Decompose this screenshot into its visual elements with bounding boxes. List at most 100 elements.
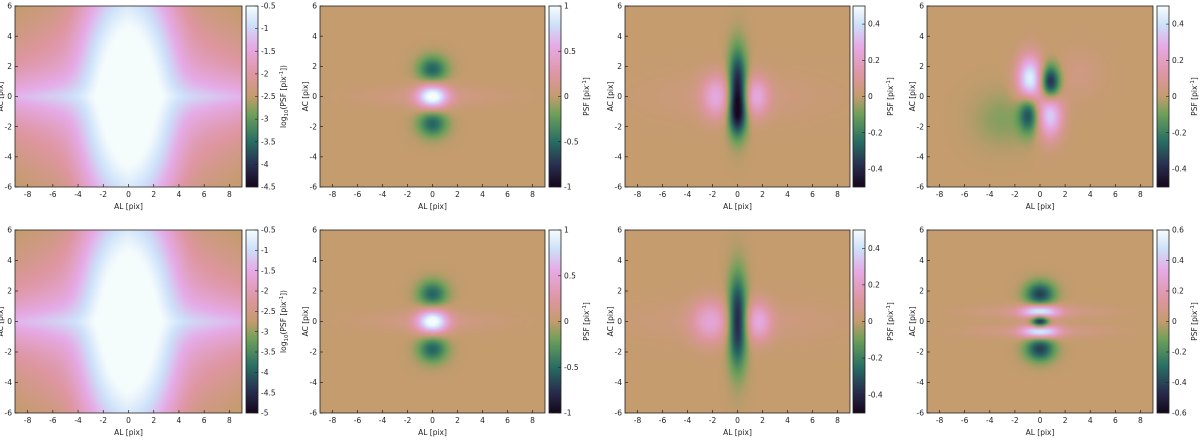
x-tick-label: -6 — [49, 190, 57, 199]
y-tick-label: 6 — [617, 226, 622, 235]
y-tick-label: -2 — [5, 122, 13, 131]
x-tick-label: -8 — [24, 190, 32, 199]
y-axis-label: AC [pix] — [908, 307, 917, 337]
colorbar-tick-label: -3 — [261, 327, 269, 336]
x-tick-label: -6 — [961, 190, 969, 199]
y-tick-label: 4 — [312, 256, 317, 265]
x-tick-label: 4 — [480, 190, 485, 199]
heatmap-image — [320, 230, 545, 413]
x-axis-label: AL [pix] — [1026, 428, 1055, 437]
x-axis-label: AL [pix] — [418, 202, 447, 211]
colorbar-tick-label: 0 — [868, 317, 873, 326]
colorbar-label-part: PSF [pix — [582, 85, 591, 116]
y-tick-label: 0 — [7, 92, 12, 101]
x-tick-label: 6 — [810, 190, 815, 199]
y-tick-label: -4 — [310, 378, 318, 387]
colorbar-tick-label: -1 — [564, 409, 572, 418]
x-tick-label: 4 — [177, 190, 182, 199]
panel-row1-col2: -8 -6 -4 -2 0 2 4 6 8 -6 -4 -2 0 2 4 6 AL [pix] AC [pix] -… — [301, 2, 591, 211]
heatmap-image — [15, 230, 242, 413]
y-tick-label: -2 — [615, 122, 623, 131]
colorbar-tick-label: -3.5 — [261, 348, 276, 357]
x-tick-label: -4 — [379, 190, 387, 199]
colorbar-label-part: ] — [582, 302, 591, 305]
y-tick-label: -4 — [5, 378, 13, 387]
colorbar-label-part: (PSF [pix — [279, 301, 288, 335]
colorbar-tick-label: 0.4 — [868, 244, 880, 253]
colorbar-label-part: ] — [886, 77, 895, 80]
colorbar-tick-label: -5 — [261, 409, 269, 418]
y-tick-label: -2 — [310, 122, 318, 131]
colorbar-tick-label: 0.2 — [1172, 287, 1184, 296]
colorbar-tick-label: 0.4 — [1172, 20, 1184, 29]
x-tick-label: -8 — [634, 416, 642, 425]
y-tick-label: 2 — [617, 62, 622, 71]
heatmap-image — [625, 230, 850, 413]
colorbar-label-part: -1 — [886, 80, 892, 85]
x-tick-label: -4 — [74, 416, 82, 425]
colorbar-label-part: PSF [pix — [886, 310, 895, 341]
y-tick-label: 6 — [617, 2, 622, 11]
x-tick-label: -6 — [354, 416, 362, 425]
y-tick-label: -6 — [310, 409, 318, 418]
x-tick-label: -2 — [404, 416, 412, 425]
y-axis-label: AC [pix] — [908, 82, 917, 112]
x-tick-label: 2 — [455, 416, 460, 425]
x-axis-label: AL [pix] — [1026, 202, 1055, 211]
colorbar-label: PSF [pix-1] — [582, 302, 591, 341]
y-tick-label: -6 — [615, 183, 623, 192]
x-tick-label: 0 — [126, 190, 131, 199]
colorbar-tick-label: 0.2 — [1172, 56, 1184, 65]
x-tick-label: 2 — [760, 416, 765, 425]
x-tick-label: 2 — [760, 190, 765, 199]
colorbar-tick-label: -3 — [261, 115, 269, 124]
colorbar-tick-label: -0.2 — [868, 354, 883, 363]
x-tick-label: -8 — [24, 416, 32, 425]
colorbar-tick-label: 0 — [564, 317, 569, 326]
x-tick-label: 4 — [1088, 190, 1093, 199]
y-axis-label: AC [pix] — [0, 82, 5, 112]
y-tick-label: 6 — [919, 2, 924, 11]
colorbar-label-part: -1 — [1190, 80, 1196, 85]
x-tick-label: -6 — [49, 416, 57, 425]
colorbar-tick-label: -2 — [261, 69, 269, 78]
x-tick-label: -2 — [404, 190, 412, 199]
x-tick-label: -6 — [961, 416, 969, 425]
y-tick-label: 0 — [919, 317, 924, 326]
colorbar-tick-label: 1 — [564, 2, 569, 11]
y-tick-label: -2 — [917, 122, 925, 131]
y-tick-label: 0 — [617, 317, 622, 326]
x-tick-label: -4 — [74, 190, 82, 199]
colorbar-tick-label: -2.5 — [261, 92, 276, 101]
y-tick-label: -4 — [615, 378, 623, 387]
colorbar-tick-label: 0 — [1172, 317, 1177, 326]
x-tick-label: 6 — [810, 416, 815, 425]
y-axis-label: AC [pix] — [606, 82, 615, 112]
panel-row2-col1: -8 -6 -4 -2 0 2 4 6 8 -6 -4 -2 0 2 4 6 AL [pix] AC [pix] -… — [0, 226, 290, 437]
colorbar — [1157, 230, 1169, 413]
colorbar-label-part: -1 — [886, 305, 892, 310]
y-tick-label: 4 — [919, 256, 924, 265]
y-tick-label: 4 — [312, 32, 317, 41]
x-tick-label: 0 — [126, 416, 131, 425]
x-tick-label: 4 — [480, 416, 485, 425]
x-tick-label: 0 — [735, 190, 740, 199]
x-tick-label: 4 — [1088, 416, 1093, 425]
x-tick-label: 2 — [151, 190, 156, 199]
x-tick-label: 2 — [151, 416, 156, 425]
x-tick-label: 8 — [1138, 416, 1143, 425]
x-tick-label: -6 — [659, 416, 667, 425]
colorbar-label-part: PSF [pix — [886, 85, 895, 116]
y-tick-label: 0 — [312, 92, 317, 101]
x-tick-label: -2 — [709, 416, 717, 425]
x-tick-label: 8 — [227, 416, 232, 425]
colorbar-tick-label: 0.4 — [1172, 256, 1184, 265]
colorbar — [853, 6, 865, 187]
y-tick-label: -6 — [5, 409, 13, 418]
colorbar-tick-label: -0.2 — [1172, 128, 1187, 137]
colorbar-tick-label: -1 — [261, 24, 269, 33]
colorbar-tick-label: 0.6 — [1172, 226, 1184, 235]
colorbar-tick-label: -0.4 — [868, 390, 883, 399]
heatmap-image — [927, 6, 1153, 187]
panel-row1-col1: -8 -6 -4 -2 0 2 4 6 8 -6 -4 -2 0 2 4 6 AL [pix] AC [pix] -… — [0, 2, 290, 211]
